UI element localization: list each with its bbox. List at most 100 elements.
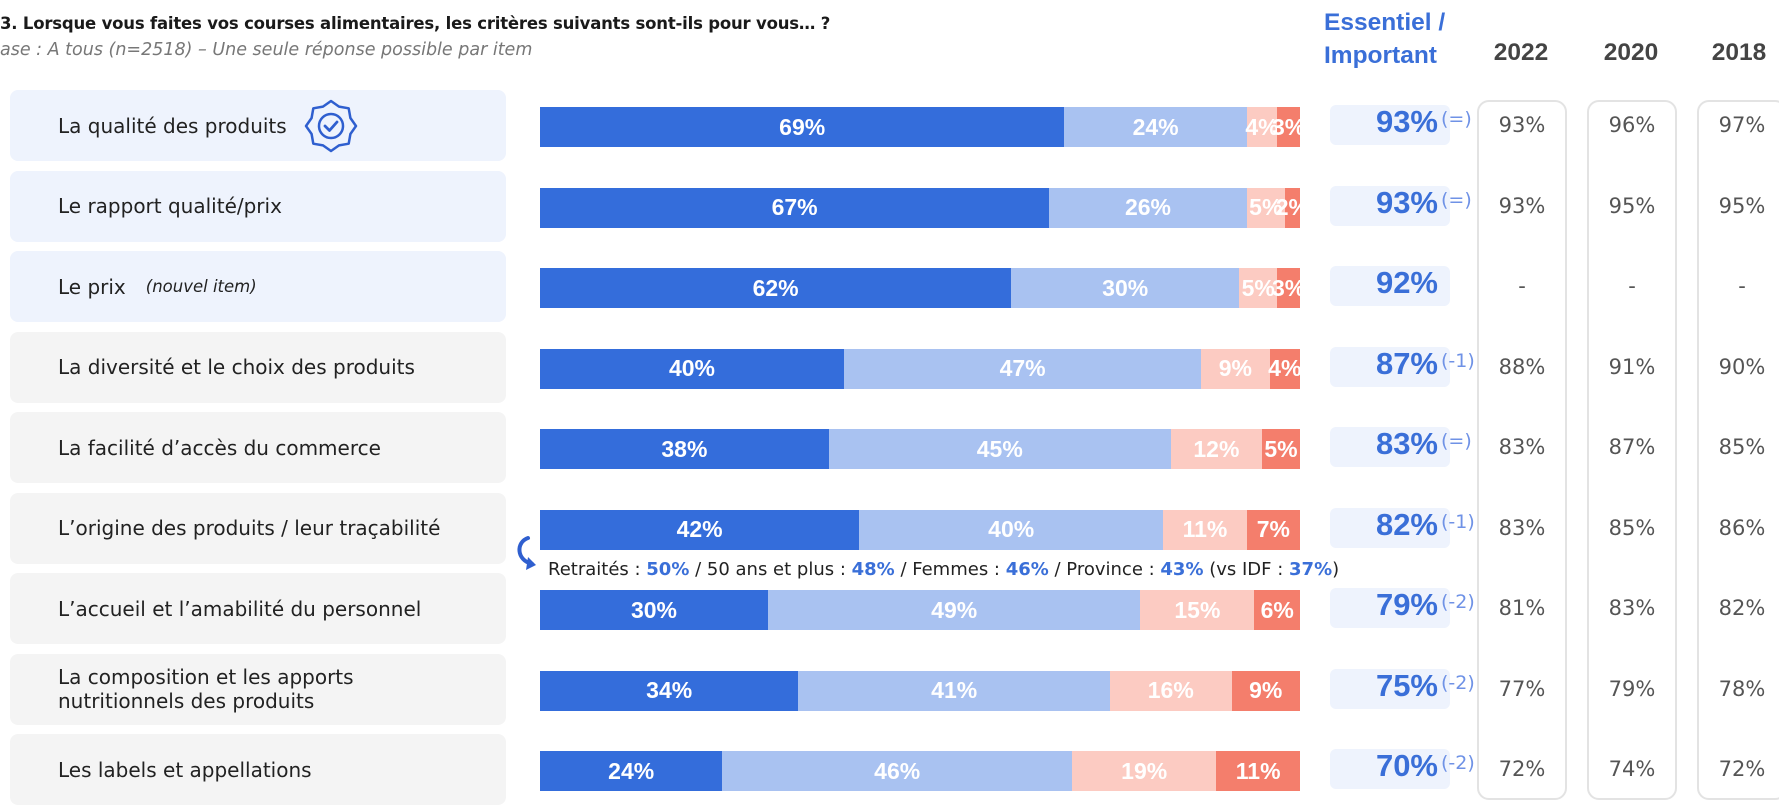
bar-value-label: 47% [999, 355, 1046, 381]
essential-total-value: 87% [1375, 345, 1438, 381]
essential-total-value: 70% [1375, 748, 1438, 783]
history-value-2020: 96% [1608, 113, 1656, 137]
essential-total-value: 93% [1375, 184, 1438, 220]
bar-value-label: 9% [1218, 355, 1252, 381]
bar-segment-pas-important: 6% [1254, 590, 1300, 630]
bar-value-label: 4% [1268, 355, 1302, 381]
essential-total-value: 92% [1375, 265, 1438, 300]
essential-total-value: 83% [1375, 426, 1438, 461]
essential-delta: (=) [1441, 108, 1472, 130]
history-value-2018: 85% [1718, 435, 1766, 459]
chart-row: La diversité et le choix des produits 40%… [0, 331, 1779, 404]
criterion-label: La qualité des produits [58, 113, 287, 138]
essential-delta: (-2) [1441, 752, 1475, 774]
bar-value-label: 5% [1241, 274, 1275, 301]
chart-row: Le prix (nouvel item) 62% 30% 5% 3% 92% - - - [0, 251, 1779, 323]
bar-segment-pas-important: 5% [1261, 429, 1300, 469]
bar-value-label: 19% [1121, 757, 1168, 784]
essential-delta: (-2) [1441, 591, 1475, 613]
history-value-2018: 86% [1718, 515, 1766, 540]
chart-row: La facilité d’accès du commerce 38% 45% 12%… [0, 412, 1779, 484]
history-value-2018: 95% [1718, 193, 1766, 218]
bar-value-label: 40% [988, 516, 1035, 542]
bar-segment-peu-important: 9% [1201, 348, 1270, 389]
bar-segment-pas-important: 3% [1272, 268, 1305, 308]
bar-segment-essentiel: 62% [540, 268, 1012, 308]
bar-segment-important: 40% [859, 509, 1164, 550]
stacked-bar: 24% 46% 19% 11% [540, 751, 1300, 791]
bar-segment-essentiel: 42% [540, 509, 860, 550]
history-value-2022: 81% [1498, 596, 1546, 620]
essential-total-box [1330, 668, 1450, 709]
history-column-2018 [1697, 100, 1779, 800]
criterion-label: La diversité et le choix des produits [58, 355, 415, 379]
callout-value: 46% [1005, 559, 1049, 580]
history-value-2020: - [1628, 274, 1636, 298]
bar-segment-important: 30% [1011, 268, 1240, 308]
bar-segment-important: 47% [844, 348, 1202, 389]
history-value-2020: 85% [1608, 515, 1656, 540]
criterion-label: L’accueil et l’amabilité du personnel [58, 596, 422, 621]
essential-total-box [1330, 266, 1450, 306]
callout-value: 50% [646, 559, 690, 580]
bar-value-label: 24% [1132, 113, 1179, 140]
bar-segment-pas-important: 11% [1216, 751, 1300, 791]
chart-row: La qualité des produits 69% 24% 4% 3% 93% (=) 9… [0, 90, 1779, 162]
essential-total-value: 93% [1375, 104, 1438, 139]
bar-value-label: 24% [608, 757, 655, 784]
essential-total-box [1330, 105, 1450, 145]
bar-segment-pas-important: 9% [1231, 670, 1300, 711]
bar-value-label: 45% [976, 435, 1023, 462]
essential-delta: (-1) [1441, 349, 1475, 372]
stacked-bar: 34% 41% 16% 9% [540, 670, 1300, 711]
bar-value-label: 30% [630, 596, 678, 623]
criterion-label-box: La qualité des produits [10, 90, 506, 161]
chart-row: L’accueil et l’amabilité du personnel 30%… [0, 573, 1779, 645]
base-subtitle: ase : A tous (n=2518) – Une seule répons… [0, 40, 533, 60]
bar-value-label: 62% [752, 274, 799, 301]
bar-value-label: 16% [1147, 677, 1194, 703]
bar-value-label: 67% [771, 194, 818, 220]
bar-segment-peu-important: 5% [1239, 268, 1278, 308]
question-title: 3. Lorsque vous faites vos courses alime… [0, 14, 831, 33]
essential-delta: (-2) [1441, 671, 1475, 694]
bar-segment-peu-important: 16% [1109, 670, 1232, 711]
bar-segment-important: 49% [768, 590, 1141, 630]
callout-text: / Femmes : [894, 559, 1006, 580]
chart-row: Le rapport qualité/prix 67% 26% 5% 2% 93% (=) 9… [0, 170, 1779, 243]
stacked-bar: 38% 45% 12% 5% [540, 429, 1300, 469]
history-value-2020: 95% [1608, 193, 1656, 218]
callout-text: (vs IDF : [1203, 559, 1290, 580]
criterion-label: Le prix [58, 274, 126, 299]
bar-segment-pas-important: 4% [1268, 348, 1302, 389]
essential-total-box [1330, 507, 1450, 548]
callout-text: / 50 ans et plus : [689, 559, 852, 580]
bar-value-label: 15% [1174, 596, 1221, 623]
criterion-label-box: Le prix (nouvel item) [10, 251, 506, 322]
bar-value-label: 38% [661, 435, 708, 462]
history-value-2020: 79% [1608, 676, 1656, 701]
history-value-2022: 93% [1498, 113, 1546, 137]
bar-value-label: 26% [1124, 194, 1171, 220]
chart-row: L’origine des produits / leur traçabilit… [0, 492, 1779, 565]
essential-total-value: 82% [1375, 506, 1438, 542]
bar-value-label: 7% [1256, 516, 1290, 542]
criterion-label: Les labels et appellations [58, 757, 312, 782]
callout-value: 48% [851, 559, 895, 580]
history-value-2018: 82% [1718, 596, 1766, 620]
bar-segment-essentiel: 24% [540, 751, 723, 791]
quality-badge-icon [304, 99, 357, 152]
history-value-2022: - [1518, 274, 1526, 298]
history-value-2018: 97% [1718, 113, 1766, 137]
criterion-label: La facilité d’accès du commerce [58, 435, 381, 460]
stacked-bar: 30% 49% 15% 6% [540, 590, 1300, 630]
bar-value-label: 11% [1235, 757, 1281, 784]
criterion-label-box: Le rapport qualité/prix [10, 170, 506, 242]
criterion-label-box: L’accueil et l’amabilité du personnel [10, 573, 506, 644]
bar-value-label: 6% [1260, 596, 1294, 623]
history-value-2018: 78% [1718, 676, 1766, 701]
callout-text: ) [1332, 559, 1340, 580]
bar-segment-essentiel: 40% [540, 348, 844, 389]
stacked-bar: 67% 26% 5% 2% [540, 187, 1309, 228]
essential-important-header: Essentiel / Important [1324, 9, 1446, 69]
